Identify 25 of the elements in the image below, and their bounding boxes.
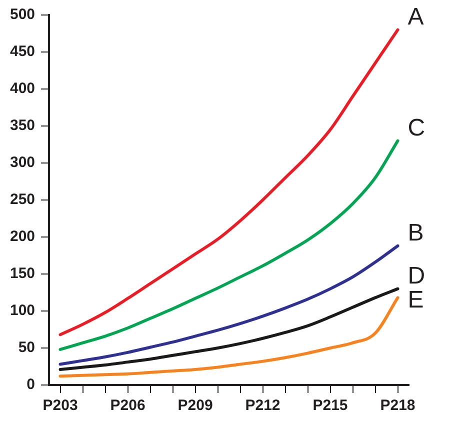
x-tick-label: P206 xyxy=(110,397,146,414)
series-label: B xyxy=(408,220,424,247)
series-label: C xyxy=(408,114,426,142)
y-tick-label: 100 xyxy=(10,302,36,320)
x-tick-label: P218 xyxy=(380,397,416,414)
series-label: A xyxy=(408,3,424,30)
line-series xyxy=(58,28,400,336)
y-tick-label: 200 xyxy=(10,228,36,246)
y-tick-label: 500 xyxy=(10,6,36,24)
y-tick-label: 250 xyxy=(10,191,36,208)
y-tick-label: 400 xyxy=(10,80,36,98)
line-series xyxy=(58,244,400,366)
line-series xyxy=(58,139,400,351)
y-tick-label: 300 xyxy=(10,154,36,172)
y-tick-label: 150 xyxy=(10,265,36,282)
line-series xyxy=(58,287,400,371)
y-tick-label: 350 xyxy=(10,117,36,134)
x-tick-label: P209 xyxy=(178,397,213,414)
line-series xyxy=(58,296,400,378)
x-tick-label: P212 xyxy=(245,397,280,414)
y-tick-label: 50 xyxy=(18,339,36,356)
x-tick-label: P203 xyxy=(42,397,78,414)
y-tick-label: 450 xyxy=(10,43,36,60)
x-tick-label: P215 xyxy=(312,397,348,414)
y-tick-label: 0 xyxy=(26,376,36,394)
